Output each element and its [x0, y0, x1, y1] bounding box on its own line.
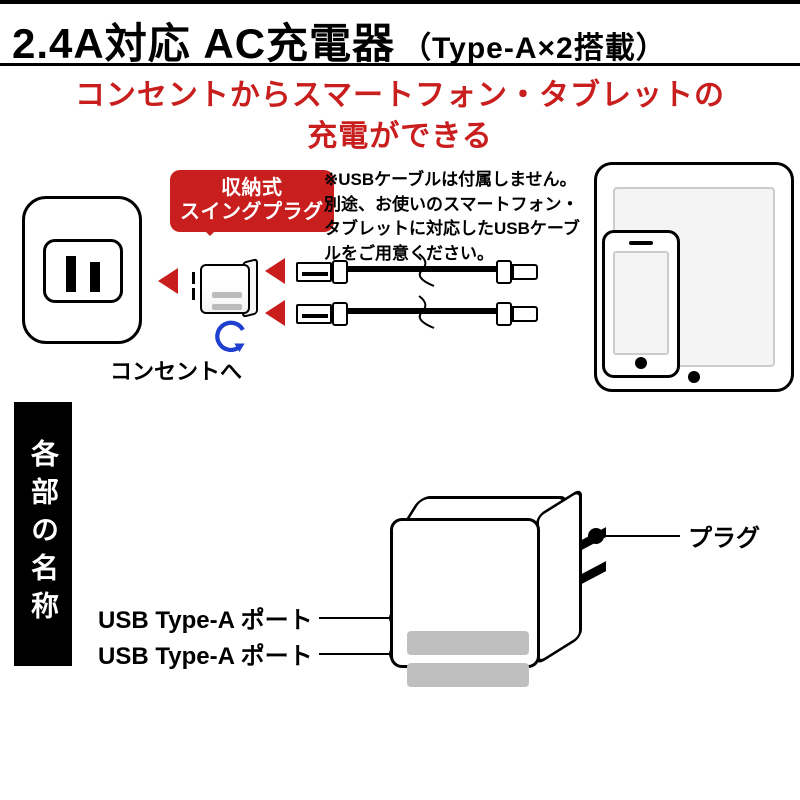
bubble-line1: 収納式 [180, 176, 324, 200]
wall-outlet-icon [22, 196, 142, 344]
usb-cable-icon [296, 298, 596, 334]
callout-usb-port-1: USB Type-A ポート [98, 600, 405, 635]
callout-plug: プラグ [588, 518, 760, 553]
callout-label: プラグ [688, 518, 760, 553]
outlet-label: コンセントへ [110, 354, 242, 386]
title-main: 2.4A対応 AC充電器 [12, 10, 395, 71]
arrow-left-icon [265, 258, 285, 284]
usb-cable-icon [296, 256, 596, 292]
title-bar: 2.4A対応 AC充電器 （Type-A×2搭載） [0, 0, 800, 66]
arrow-left-icon [265, 300, 285, 326]
parts-diagram: USB Type-A ポート USB Type-A ポート プラグ [80, 430, 800, 790]
callout-label: USB Type-A ポート [98, 600, 313, 635]
callout-label: USB Type-A ポート [98, 636, 313, 671]
swing-arrow-icon [214, 318, 248, 352]
section-tab-label: 各部の名称 [23, 439, 63, 629]
callout-usb-port-2: USB Type-A ポート [98, 636, 405, 671]
section-tab: 各部の名称 [14, 402, 72, 666]
headline-line1: コンセントからスマートフォン・タブレットの [0, 76, 800, 117]
charger-icon [198, 260, 256, 320]
charger-large-icon [390, 490, 600, 690]
smartphone-icon [602, 230, 680, 378]
title-sub: （Type-A×2搭載） [401, 23, 667, 67]
bubble-line2: スイングプラグ [180, 200, 324, 224]
arrow-left-icon [158, 268, 178, 294]
headline: コンセントからスマートフォン・タブレットの 充電ができる [0, 76, 800, 157]
cable-note: ※USBケーブルは付属しません。別途、お使いのスマートフォン・タブレットに対応し… [324, 168, 584, 267]
headline-line2: 充電ができる [0, 117, 800, 158]
swing-plug-bubble: 収納式 スイングプラグ [170, 170, 334, 232]
usage-illustration: 収納式 スイングプラグ コンセントへ ※USBケーブルは付属しません。別途、お使… [0, 168, 800, 428]
